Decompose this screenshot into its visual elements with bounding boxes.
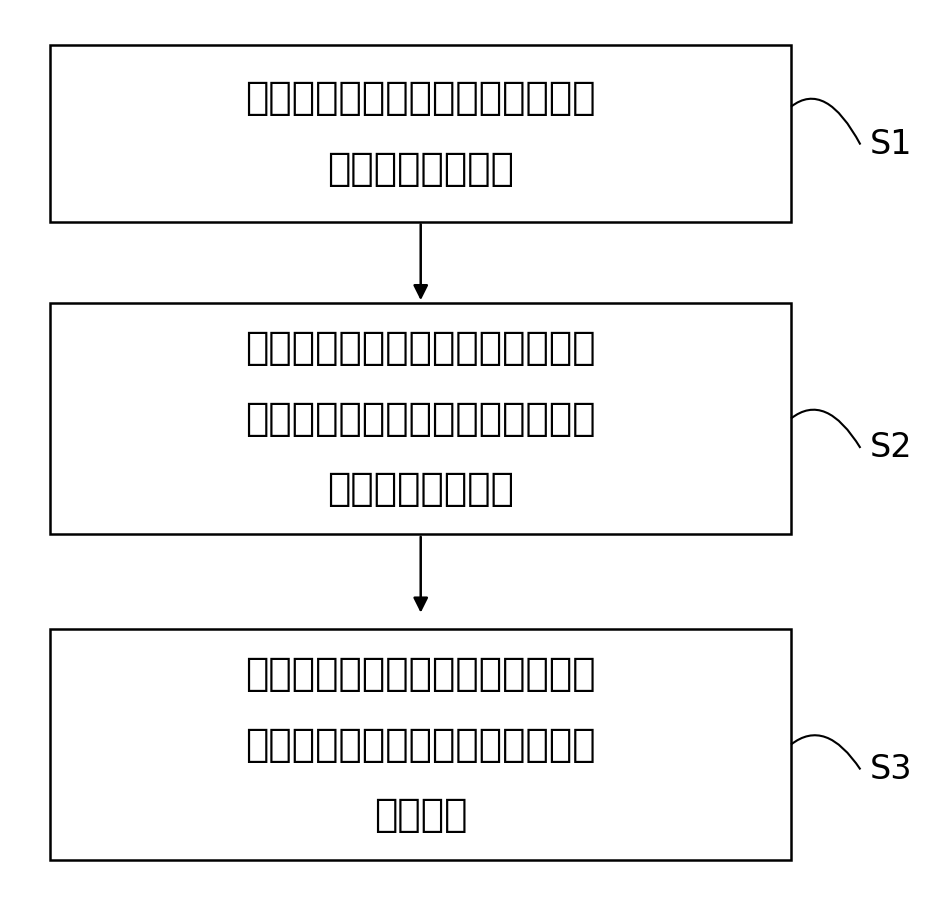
Text: 阻剧变终止位置来实时调整风箱的: 阻剧变终止位置来实时调整风箱的 [246,726,596,763]
Text: 变的模糊判断条件: 变的模糊判断条件 [327,150,515,187]
Text: S1: S1 [870,128,913,161]
Text: 基于变化的风阻剧变起始位置和风: 基于变化的风阻剧变起始位置和风 [246,655,596,693]
Text: 风阻剧变终止位置: 风阻剧变终止位置 [327,470,515,508]
Text: S2: S2 [870,431,913,464]
Text: 基于风箱的历史数据来确定风阻剧: 基于风箱的历史数据来确定风阻剧 [246,79,596,117]
FancyBboxPatch shape [50,303,791,534]
FancyBboxPatch shape [50,45,791,221]
Text: S3: S3 [870,753,913,786]
Text: 蝶阀开度: 蝶阀开度 [374,796,467,834]
Text: 基于风阻剧变的模糊判断条件来实: 基于风阻剧变的模糊判断条件来实 [246,329,596,367]
Text: 时检测当前的风阻剧变起始位置及: 时检测当前的风阻剧变起始位置及 [246,399,596,438]
FancyBboxPatch shape [50,629,791,860]
